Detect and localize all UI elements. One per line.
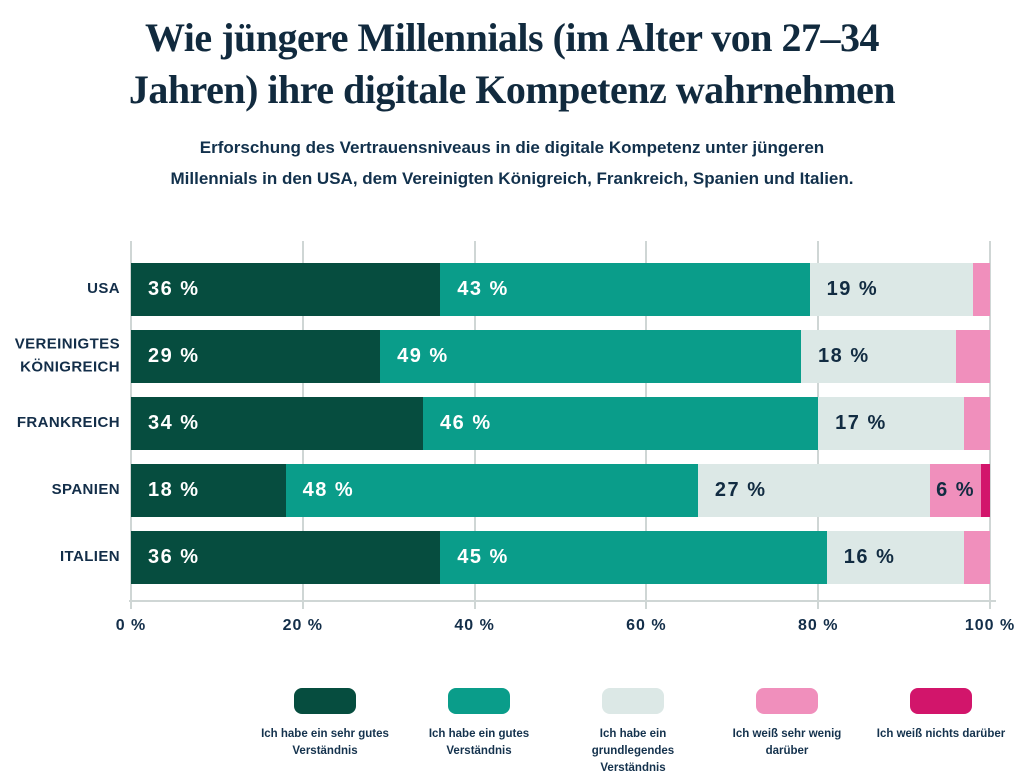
- legend-item: Ich weiß nichts darüber: [866, 687, 1016, 778]
- segment-value-label: 19 %: [826, 277, 879, 300]
- bar-segment: 46 %: [423, 396, 819, 450]
- legend-item-label: Ich weiß sehr wenig darüber: [732, 727, 842, 758]
- segment-value-label: 36 %: [148, 277, 200, 300]
- bar-segment: 19 %: [809, 262, 973, 316]
- bar-segment: 36 %: [131, 262, 441, 316]
- plot-area: USA 36 % 43 % 19 % VEREINIGTES KÖNIGREICH 29 …: [15, 240, 996, 609]
- row-label: ITALIEN: [59, 548, 120, 566]
- legend-item: Ich habe ein sehr gutes Verständnis: [250, 687, 400, 778]
- axis-tick-80: [817, 599, 820, 609]
- x-tick-label: 0 %: [115, 616, 147, 634]
- legend-item: Ich habe ein grundlegendes Verständnis: [558, 687, 708, 778]
- chart-subtitle-line-1: Erforschung des Vertrauensniveaus in die…: [199, 138, 825, 157]
- page-title-line-1: Wie jüngere Millennials (im Alter von 27…: [144, 15, 880, 60]
- row-label: USA: [87, 280, 120, 298]
- segment-value-label: 17 %: [835, 411, 887, 434]
- bar-segment: 16 %: [826, 530, 965, 584]
- legend-item: Ich habe ein gutes Verständnis: [404, 687, 554, 778]
- legend-item-label: Ich weiß nichts darüber: [876, 727, 1006, 740]
- bar-segment: 17 %: [818, 396, 965, 450]
- axis-tick-40: [473, 599, 476, 609]
- bar-segment: 43 %: [440, 262, 810, 316]
- gridline-100: [989, 240, 991, 600]
- x-tick-label: 60 %: [626, 616, 667, 634]
- x-axis-line: [129, 599, 996, 602]
- x-tick-label: 20 %: [282, 616, 324, 634]
- bar-segment: 27 %: [697, 463, 930, 517]
- row-label: VEREINIGTES KÖNIGREICH: [14, 335, 120, 376]
- segment-value-label: 49 %: [397, 344, 449, 367]
- bar-row: SPANIEN 18 % 48 % 27 % 6 %: [52, 463, 990, 517]
- x-tick-label: 100 %: [964, 616, 1016, 634]
- legend-swatch: [448, 687, 510, 714]
- row-label: FRANKREICH: [16, 414, 120, 432]
- x-tick-label: 40 %: [454, 616, 495, 634]
- segment-value-label: 34 %: [148, 411, 200, 434]
- segment-value-label: 46 %: [440, 411, 492, 434]
- legend: Ich habe ein sehr gutes Verständnis Ich h…: [250, 687, 1016, 778]
- x-tick-label: 80 %: [797, 616, 839, 634]
- legend-swatch: [602, 687, 664, 714]
- bar-segment: 29 %: [131, 329, 381, 383]
- segment-value-label: 48 %: [302, 478, 355, 501]
- axis-tick-20: [301, 599, 304, 609]
- segment-value-label: 36 %: [148, 545, 200, 568]
- legend-item-label: Ich habe ein grundlegendes Verständnis: [591, 727, 675, 775]
- legend-swatch: [910, 687, 972, 714]
- bar-segment: [964, 530, 990, 584]
- segment-value-label: 43 %: [457, 277, 509, 300]
- bar-segment: 36 %: [131, 530, 441, 584]
- bar-segment: 34 %: [131, 396, 424, 450]
- page-title: Wie jüngere Millennials (im Alter von 27…: [0, 12, 1024, 116]
- legend-swatch: [756, 687, 818, 714]
- bar-row: ITALIEN 36 % 45 % 16 %: [60, 530, 990, 584]
- bar-segment: 48 %: [285, 463, 698, 517]
- bar-row: VEREINIGTES KÖNIGREICH 29 % 49 % 18 %: [15, 329, 990, 383]
- row-label: SPANIEN: [51, 481, 120, 499]
- bar-segment: 6 %: [929, 463, 982, 517]
- segment-value-label: 18 %: [818, 344, 870, 367]
- segment-value-label: 27 %: [714, 478, 767, 501]
- segment-value-label: 18 %: [148, 478, 200, 501]
- segment-value-label: 45 %: [457, 545, 509, 568]
- bar-segment: [981, 463, 990, 517]
- legend-item: Ich weiß sehr wenig darüber: [712, 687, 862, 778]
- bar-segment: 45 %: [440, 530, 827, 584]
- axis-tick-100: [989, 599, 991, 609]
- chart-subtitle: Erforschung des Vertrauensniveaus in die…: [0, 132, 1024, 195]
- axis-tick-0: [130, 599, 132, 609]
- legend-swatch: [294, 687, 356, 714]
- x-axis-tick-labels: 0 % 20 % 40 % 60 % 80 % 100 %: [116, 600, 1014, 642]
- bar-segment: [955, 329, 990, 383]
- segment-value-label: 29 %: [148, 344, 200, 367]
- page-title-line-2: Jahren) ihre digitale Kompetenz wahrnehm…: [128, 67, 896, 112]
- bar-row: FRANKREICH 34 % 46 % 17 %: [17, 396, 990, 450]
- legend-item-label: Ich habe ein gutes Verständnis: [428, 727, 530, 758]
- bar-segment: 18 %: [131, 463, 286, 517]
- bar-rows: USA 36 % 43 % 19 % VEREINIGTES KÖNIGREICH 29 …: [15, 262, 990, 584]
- bar-segment: 18 %: [801, 329, 956, 383]
- legend-item-label: Ich habe ein sehr gutes Verständnis: [261, 727, 389, 758]
- axis-tick-60: [645, 599, 648, 609]
- segment-value-label: 6 %: [936, 478, 976, 501]
- bar-row: USA 36 % 43 % 19 %: [87, 262, 990, 316]
- bar-segment: [964, 396, 990, 450]
- bar-segment: [972, 262, 990, 316]
- segment-value-label: 16 %: [843, 545, 896, 568]
- bar-segment: 49 %: [380, 329, 802, 383]
- chart-subtitle-line-2: Millennials in den USA, dem Vereinigten …: [170, 169, 854, 189]
